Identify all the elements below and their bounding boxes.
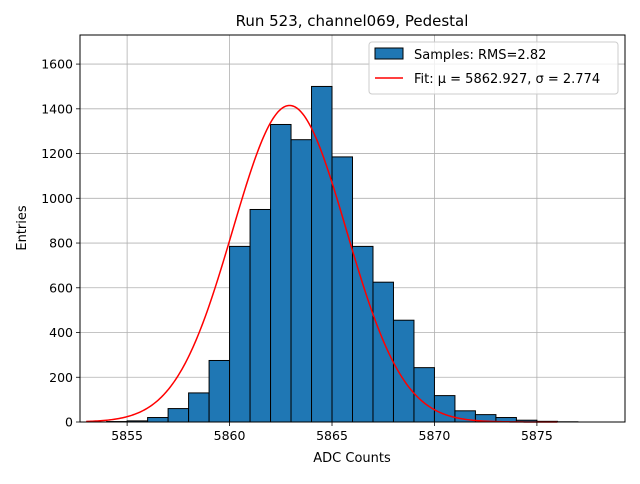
histogram-bar (168, 409, 188, 422)
y-tick-label: 200 (49, 370, 73, 385)
histogram-bar (250, 209, 270, 422)
histogram-bar (332, 157, 352, 422)
histogram-bar (393, 320, 413, 422)
y-axis-ticks: 0 200 400 600 800 1000 1200 1400 1600 (41, 57, 80, 430)
histogram-bar (148, 418, 168, 422)
histogram-bar (373, 282, 393, 422)
histogram-bar (271, 124, 291, 422)
x-axis-ticks: 5855 5860 5865 5870 5875 (111, 422, 553, 443)
legend-swatch-samples (375, 48, 403, 59)
histogram-bar (353, 246, 373, 422)
histogram-bar (209, 360, 229, 422)
x-tick-label: 5860 (214, 428, 246, 443)
y-axis-label: Entries (15, 205, 30, 251)
histogram-bar (414, 368, 434, 422)
y-tick-label: 1000 (41, 191, 73, 206)
y-tick-label: 1400 (41, 101, 73, 116)
histogram-bar (189, 393, 209, 422)
histogram-bar (434, 396, 454, 422)
x-tick-label: 5870 (419, 428, 451, 443)
x-axis-label: ADC Counts (313, 451, 391, 466)
histogram-bars (107, 86, 578, 422)
histogram-bar (291, 140, 311, 422)
y-tick-label: 1200 (41, 146, 73, 161)
histogram-bar (312, 86, 332, 422)
histogram-bar (230, 246, 250, 422)
y-tick-label: 400 (49, 325, 73, 340)
legend-label-fit: Fit: μ = 5862.927, σ = 2.774 (414, 72, 600, 87)
y-tick-label: 1600 (41, 57, 73, 72)
y-tick-label: 600 (49, 280, 73, 295)
legend-label-samples: Samples: RMS=2.82 (414, 48, 546, 63)
x-tick-label: 5865 (316, 428, 348, 443)
y-tick-label: 0 (65, 415, 73, 430)
y-tick-label: 800 (49, 236, 73, 251)
x-tick-label: 5875 (521, 428, 553, 443)
legend: Samples: RMS=2.82 Fit: μ = 5862.927, σ =… (369, 42, 618, 94)
x-tick-label: 5855 (111, 428, 143, 443)
chart-title: Run 523, channel069, Pedestal (236, 12, 469, 30)
